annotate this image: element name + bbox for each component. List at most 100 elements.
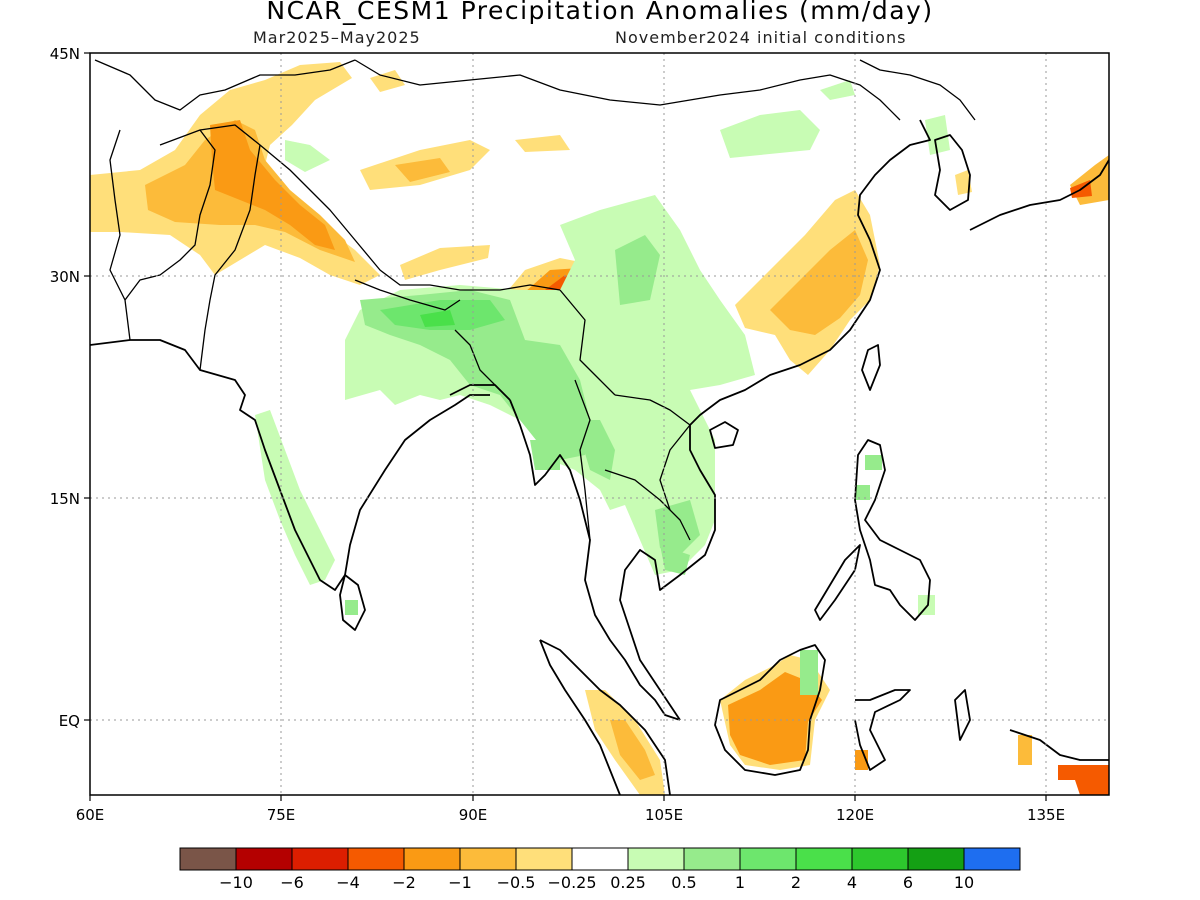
border-iran-afghanistan xyxy=(109,129,131,341)
colorbar-swatch xyxy=(291,847,349,871)
colorbar: −10 −6 −4 −2 −1 −0.5 −0.25 0.25 0.5 1 2 4 6 10 xyxy=(179,847,1021,892)
anomaly-wet-pamir xyxy=(285,140,330,172)
coast-indochina xyxy=(619,119,931,721)
anomaly-wet-yunnan xyxy=(615,235,660,305)
colorbar-label: 2 xyxy=(791,873,801,892)
colorbar-label: 4 xyxy=(847,873,857,892)
coast-srilanka xyxy=(339,574,366,631)
colorbar-swatch xyxy=(571,847,629,871)
colorbar-label: 6 xyxy=(903,873,913,892)
anomaly-dry-borneo-core xyxy=(728,672,822,765)
anomaly-wet-srilanka xyxy=(345,600,358,615)
anomaly-wet-luzon xyxy=(855,485,870,500)
colorbar-swatch xyxy=(235,847,293,871)
coast-taiwan xyxy=(861,344,881,391)
anomaly-wet-vietnam xyxy=(655,500,700,555)
coast-india xyxy=(90,339,490,591)
border-china-mongolia xyxy=(354,59,901,121)
map-title: NCAR_CESM1 Precipitation Anomalies (mm/d… xyxy=(266,0,934,25)
anomaly-wet-bengal-myanmar xyxy=(360,290,590,460)
coastlines xyxy=(90,119,1109,795)
colorbar-label: 10 xyxy=(954,873,974,892)
border-central-asia xyxy=(94,59,356,111)
anomaly-dry-tarim-core xyxy=(395,158,450,182)
colorbar-label: 0.25 xyxy=(610,873,646,892)
lat-label-45n: 45N xyxy=(50,45,80,63)
colorbar-swatch xyxy=(179,847,237,871)
colorbar-swatch xyxy=(739,847,797,871)
coast-philippines xyxy=(854,439,931,621)
anomaly-wet-manchuria xyxy=(925,115,950,155)
lon-label-90e: 90E xyxy=(459,806,488,824)
border-bangladesh xyxy=(454,329,496,386)
anomaly-dry-korea xyxy=(955,170,972,195)
coast-korea xyxy=(934,134,971,211)
colorbar-swatch xyxy=(683,847,741,871)
lat-label-15n: 15N xyxy=(50,490,80,508)
anomaly-dry-sumatra-core xyxy=(610,720,655,780)
colorbar-label: −2 xyxy=(392,873,416,892)
border-pakistan-india xyxy=(199,124,261,371)
anomaly-wet-northeast-india-core xyxy=(420,310,455,327)
map-frame xyxy=(89,52,1110,796)
border-china-russia-east xyxy=(859,59,976,121)
anomaly-dry-north-tibet xyxy=(370,70,405,92)
colorbar-label: −4 xyxy=(336,873,360,892)
lon-label-75e: 75E xyxy=(267,806,296,824)
colorbar-label: −6 xyxy=(280,873,304,892)
lon-label-105e: 105E xyxy=(645,806,683,824)
lon-label-60e: 60E xyxy=(76,806,105,824)
coast-sumatra-west xyxy=(539,639,621,795)
border-nepal xyxy=(354,279,461,311)
coast-palawan xyxy=(814,544,861,621)
colorbar-swatch xyxy=(795,847,853,871)
border-china-india xyxy=(259,144,561,291)
anomaly-dry-tibet-south xyxy=(400,245,490,280)
anomaly-wet-sabah xyxy=(800,650,818,695)
colorbar-label: 1 xyxy=(735,873,745,892)
border-afghanistan-pakistan xyxy=(124,129,216,301)
border-myanmar-china xyxy=(559,289,616,396)
anomaly-dry-new-guinea xyxy=(1058,765,1109,795)
anomaly-wet-assam xyxy=(470,340,500,365)
coast-sumatra xyxy=(539,639,671,795)
axis-ticks xyxy=(84,52,1047,801)
coast-new-guinea xyxy=(1009,729,1109,761)
anomaly-wet-mindanao xyxy=(918,595,935,615)
colorbar-swatch xyxy=(459,847,517,871)
anomaly-dry-karakoram xyxy=(210,120,335,250)
colorbar-label: 0.5 xyxy=(671,873,696,892)
lat-label-eq: EQ xyxy=(59,712,80,730)
colorbar-label: −1 xyxy=(448,873,472,892)
colorbar-swatch xyxy=(627,847,685,871)
anomaly-wet-mongolia xyxy=(820,80,855,100)
anomaly-wet-bay xyxy=(530,440,560,470)
coast-hainan xyxy=(709,421,739,449)
coast-halmahera xyxy=(954,689,971,741)
border-myanmar-thailand xyxy=(574,379,591,541)
coast-japan xyxy=(969,159,1109,231)
anomaly-wet-north-china xyxy=(720,110,820,158)
anomaly-dry-halmahera xyxy=(1018,735,1032,765)
colorbar-swatch xyxy=(851,847,909,871)
coast-borneo xyxy=(714,644,826,776)
forecast-period: Mar2025–May2025 xyxy=(253,28,421,47)
graticule xyxy=(90,53,1109,795)
coast-bangladesh xyxy=(449,384,511,401)
borders xyxy=(94,59,976,541)
initial-conditions: November2024 initial conditions xyxy=(615,28,907,47)
anomaly-field xyxy=(90,62,1109,795)
coast-sulawesi xyxy=(854,689,911,771)
anomaly-dry-qilian xyxy=(515,135,570,152)
anomaly-dry-southeast-china-core xyxy=(770,230,868,335)
colorbar-label: −0.25 xyxy=(547,873,596,892)
lon-label-120e: 120E xyxy=(836,806,874,824)
colorbar-swatch xyxy=(907,847,965,871)
lon-label-135e: 135E xyxy=(1027,806,1065,824)
colorbar-swatch xyxy=(347,847,405,871)
anomaly-wet-cambodia xyxy=(660,545,690,575)
border-thailand-cambodia xyxy=(604,469,691,541)
colorbar-swatch xyxy=(403,847,461,871)
colorbar-swatch xyxy=(963,847,1021,871)
